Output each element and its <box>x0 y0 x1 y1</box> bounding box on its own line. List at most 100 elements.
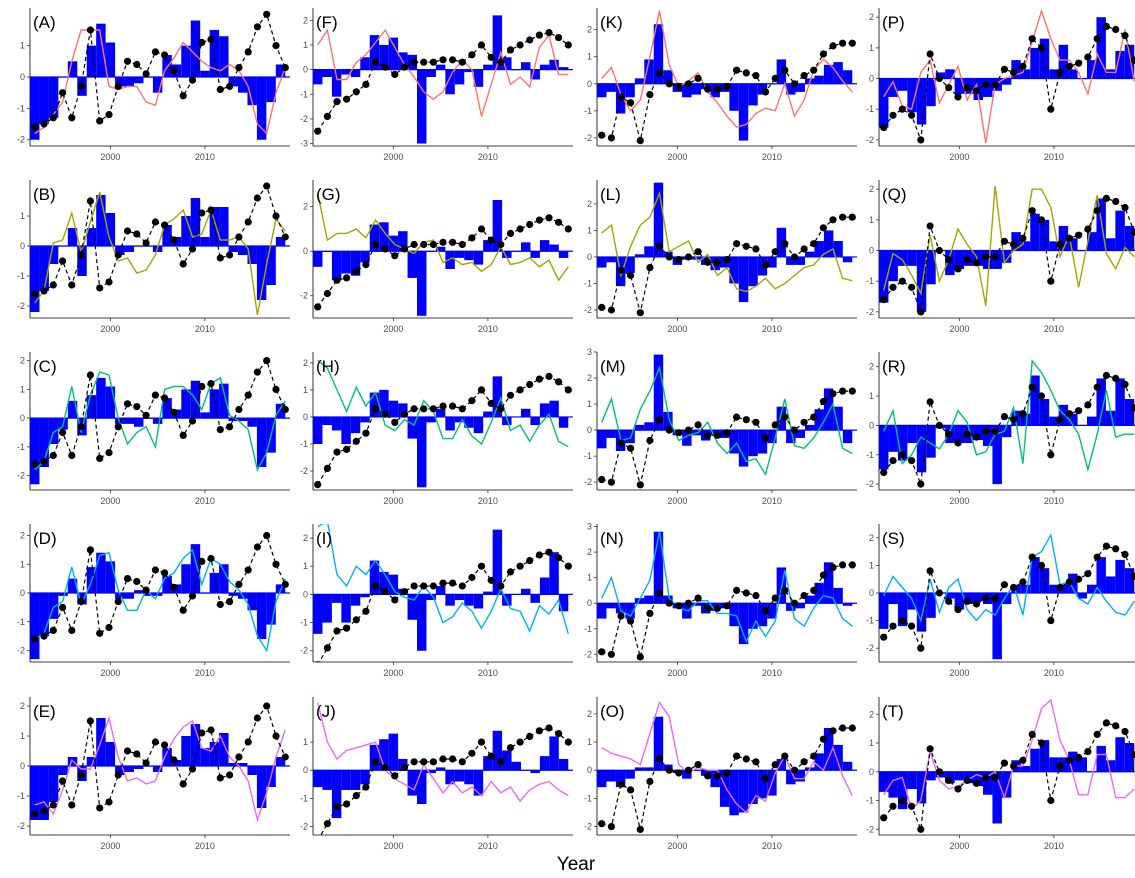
dashed-series-point <box>179 780 187 788</box>
bar <box>473 770 484 796</box>
dashed-series-point <box>839 561 847 569</box>
dashed-series-point <box>1093 207 1101 215</box>
bar <box>653 182 664 257</box>
dashed-series-point <box>40 457 48 465</box>
dashed-series-point <box>1130 750 1135 759</box>
dashed-series-point <box>535 551 544 559</box>
dashed-series-point <box>926 222 934 230</box>
bar <box>473 594 484 609</box>
panel-label: (E) <box>33 702 56 721</box>
bar <box>407 251 417 278</box>
dashed-series-point <box>1037 216 1046 224</box>
dashed-series-point <box>59 603 67 612</box>
dashed-series-line <box>601 216 853 313</box>
index-series-line <box>601 701 853 814</box>
y-tick-label: -3 <box>300 139 308 149</box>
dashed-series-point <box>77 598 85 606</box>
dashed-series-point <box>839 213 847 221</box>
bar <box>776 227 787 257</box>
dashed-series-point <box>1102 719 1110 727</box>
dashed-series-point <box>1037 561 1046 570</box>
y-tick-label: 1 <box>869 43 874 53</box>
dashed-series-line <box>883 545 1135 651</box>
dashed-series-point <box>819 735 828 743</box>
dashed-series-point <box>636 653 644 661</box>
bar <box>823 388 834 431</box>
dashed-series-point <box>161 569 169 577</box>
dashed-series-point <box>704 772 712 780</box>
dashed-series-point <box>410 58 418 66</box>
bar <box>992 250 1002 269</box>
bar <box>171 760 182 766</box>
bar <box>748 603 758 629</box>
dashed-series-point <box>810 66 818 74</box>
bar <box>916 78 927 125</box>
bar <box>313 770 323 788</box>
bar <box>30 593 40 660</box>
bar <box>916 250 927 312</box>
dashed-series-point <box>458 405 466 413</box>
bar <box>256 418 267 467</box>
bar <box>653 531 664 604</box>
bar <box>1096 745 1106 772</box>
y-tick-label: 0 <box>20 241 25 251</box>
bar <box>1011 60 1021 79</box>
dashed-series-point <box>564 562 572 570</box>
bar <box>814 582 824 604</box>
y-tick-label: 0 <box>303 246 308 256</box>
index-series-line <box>34 548 286 653</box>
y-tick-label: -2 <box>300 646 308 656</box>
bar <box>549 552 559 595</box>
bar <box>1087 584 1097 593</box>
panel-o: -2 -1 0 1 2 2000 2010 (O) <box>584 697 857 851</box>
bar <box>1115 210 1125 251</box>
dashed-series-point <box>391 418 399 426</box>
dashed-series-point <box>323 112 331 120</box>
dashed-series-point <box>226 598 234 606</box>
dashed-series-point <box>244 218 252 226</box>
dashed-series-point <box>880 468 888 476</box>
dashed-series-point <box>487 53 495 61</box>
y-tick-label: 2 <box>303 202 308 212</box>
bar <box>181 389 191 419</box>
plot-area <box>313 15 573 144</box>
bar <box>473 416 484 434</box>
bar <box>341 251 351 274</box>
dashed-series-point <box>497 58 505 66</box>
dashed-series-point <box>31 635 39 643</box>
dashed-series-point <box>898 277 906 285</box>
panel-s: -2 -1 0 1 2 2000 2010 (S) <box>866 524 1135 678</box>
dashed-series-point <box>59 777 67 785</box>
dashed-series-point <box>40 632 48 640</box>
x-tick-label: 2000 <box>100 496 120 506</box>
dashed-series-point <box>752 245 760 253</box>
dashed-series-point <box>400 763 409 772</box>
index-series-line <box>601 365 853 477</box>
panel-label: (S) <box>882 529 905 548</box>
bar <box>1020 584 1031 593</box>
bar <box>247 418 257 427</box>
dashed-series-point <box>420 405 428 413</box>
y-tick-label: 0 <box>869 767 874 777</box>
bar <box>558 594 569 612</box>
bar <box>634 424 645 431</box>
dashed-series-point <box>908 802 916 810</box>
dashed-series-point <box>771 421 779 429</box>
dashed-series-point <box>963 597 971 605</box>
bar <box>360 770 370 785</box>
bar <box>96 552 106 593</box>
dashed-series-point <box>1028 207 1036 215</box>
x-tick-label: 2000 <box>667 841 687 851</box>
dashed-series-point <box>848 213 856 221</box>
dashed-series-point <box>352 267 360 275</box>
dashed-series-point <box>49 626 57 635</box>
bar <box>729 83 739 111</box>
y-tick-label: -1 <box>584 793 592 803</box>
dashed-series-point <box>771 248 779 256</box>
dashed-series-point <box>207 35 215 44</box>
bar <box>897 78 908 91</box>
dashed-series-point <box>1112 197 1120 206</box>
dashed-series-point <box>1000 237 1009 245</box>
bar <box>530 416 540 426</box>
bar <box>973 250 983 266</box>
